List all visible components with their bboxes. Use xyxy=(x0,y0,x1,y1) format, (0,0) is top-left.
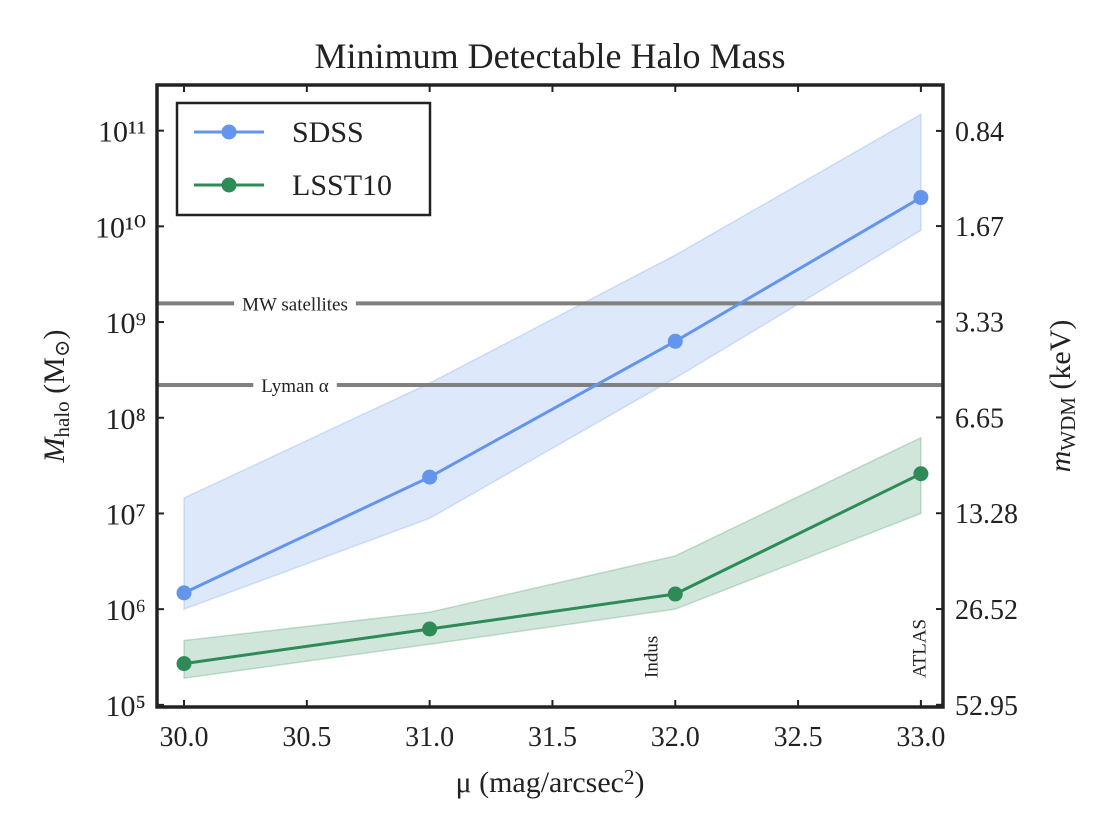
y2-axis-label-part: (keV) xyxy=(1044,320,1077,397)
y2-axis-label-part: m xyxy=(1044,451,1077,473)
x-tick-label: 32.0 xyxy=(651,722,700,753)
series-line xyxy=(183,196,922,595)
y-tick-label: 10⁷ xyxy=(106,498,146,531)
x-tick-label: 32.5 xyxy=(774,722,823,753)
y2-tick-label: 3.33 xyxy=(955,308,1004,339)
axes-frame xyxy=(155,83,945,709)
x-tick-label: 31.0 xyxy=(405,722,454,753)
x-axis-label: μ (mag/arcsec2) xyxy=(456,765,645,799)
x-axis-label-part: 2 xyxy=(624,765,635,789)
data-point xyxy=(913,190,929,206)
y2-tick-label: 6.65 xyxy=(955,403,1004,434)
confidence-band xyxy=(183,113,922,611)
x-tick-label: 30.0 xyxy=(160,722,209,753)
legend-box xyxy=(175,101,432,217)
annotation: Indus xyxy=(642,636,663,678)
data-point xyxy=(176,585,192,601)
legend-label: SDSS xyxy=(292,116,364,149)
x-tick-label: 30.5 xyxy=(282,722,331,753)
legend-marker xyxy=(221,177,237,193)
series-line xyxy=(183,472,922,666)
y-tick-label: 10⁹ xyxy=(106,307,146,340)
y2-tick-label: 1.67 xyxy=(955,212,1004,243)
x-tick-label: 31.5 xyxy=(528,722,577,753)
chart-title: Minimum Detectable Halo Mass xyxy=(315,36,786,76)
y-tick-label: 10⁸ xyxy=(106,403,146,436)
y2-tick-label: 13.28 xyxy=(955,499,1018,530)
data-point xyxy=(176,656,192,672)
y-axis-label-part: M xyxy=(38,435,71,463)
data-point xyxy=(422,621,438,637)
x-axis-label-part: μ (mag/arcsec xyxy=(456,766,625,799)
data-point xyxy=(667,333,683,349)
annotation: ATLAS xyxy=(909,619,930,678)
y-tick-label: 10¹⁰ xyxy=(95,211,146,244)
y-tick-label: 10⁵ xyxy=(106,690,146,723)
legend-label: LSST10 xyxy=(292,169,392,202)
data-point xyxy=(913,466,929,482)
data-point xyxy=(422,469,438,485)
reference-label: Lyman α xyxy=(261,376,329,397)
x-tick-label: 33.0 xyxy=(896,722,945,753)
y2-axis-label-part: WDM xyxy=(1056,397,1080,451)
y2-tick-label: 52.95 xyxy=(955,691,1018,722)
y-axis-label-part: (M xyxy=(38,357,71,401)
y-tick-label: 10⁶ xyxy=(106,594,146,627)
reference-label: MW satellites xyxy=(242,294,348,315)
y2-tick-label: 0.84 xyxy=(955,117,1004,148)
y-axis-label-part: ) xyxy=(38,330,71,340)
y-axis-label: Mhalo (M⊙) xyxy=(38,330,74,464)
y-axis-label-part: ⊙ xyxy=(50,340,74,358)
y2-axis-label: mWDM (keV) xyxy=(1044,320,1080,473)
y-axis-label-part: halo xyxy=(50,401,74,437)
label-background xyxy=(638,631,661,682)
y-tick-label: 10¹¹ xyxy=(98,116,146,149)
x-axis-label-part: ) xyxy=(635,766,645,799)
label-background xyxy=(253,379,337,390)
y2-tick-label: 26.52 xyxy=(955,595,1018,626)
data-point xyxy=(667,586,683,602)
legend-marker xyxy=(221,124,237,140)
label-background xyxy=(234,298,356,309)
